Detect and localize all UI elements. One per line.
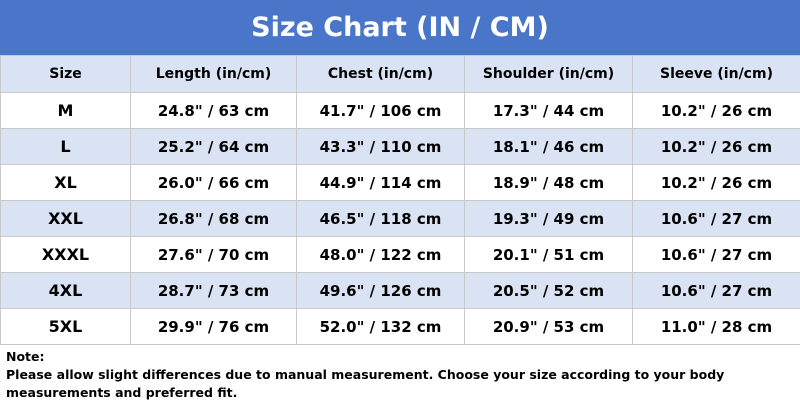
measure-cell: 46.5" / 118 cm <box>297 201 465 237</box>
measure-cell: 49.6" / 126 cm <box>297 273 465 309</box>
measure-cell: 28.7" / 73 cm <box>131 273 297 309</box>
title: Size Chart (IN / CM) <box>251 12 549 43</box>
measure-cell: 19.3" / 49 cm <box>465 201 633 237</box>
column-header: Chest (in/cm) <box>297 56 465 93</box>
measure-cell: 44.9" / 114 cm <box>297 165 465 201</box>
measure-cell: 20.1" / 51 cm <box>465 237 633 273</box>
size-cell: 4XL <box>1 273 131 309</box>
column-header: Length (in/cm) <box>131 56 297 93</box>
measure-cell: 43.3" / 110 cm <box>297 129 465 165</box>
measure-cell: 26.0" / 66 cm <box>131 165 297 201</box>
size-cell: XXXL <box>1 237 131 273</box>
measure-cell: 18.1" / 46 cm <box>465 129 633 165</box>
measure-cell: 26.8" / 68 cm <box>131 201 297 237</box>
measure-cell: 10.6" / 27 cm <box>633 201 800 237</box>
measure-cell: 20.9" / 53 cm <box>465 309 633 345</box>
size-cell: L <box>1 129 131 165</box>
measure-cell: 10.2" / 26 cm <box>633 129 800 165</box>
measure-cell: 29.9" / 76 cm <box>131 309 297 345</box>
measure-cell: 48.0" / 122 cm <box>297 237 465 273</box>
size-cell: M <box>1 93 131 129</box>
measure-cell: 20.5" / 52 cm <box>465 273 633 309</box>
column-header: Shoulder (in/cm) <box>465 56 633 93</box>
size-cell: XXL <box>1 201 131 237</box>
measure-cell: 41.7" / 106 cm <box>297 93 465 129</box>
measure-cell: 10.2" / 26 cm <box>633 93 800 129</box>
note: Note: Please allow slight differences du… <box>0 345 800 405</box>
column-header: Size <box>1 56 131 93</box>
size-cell: XL <box>1 165 131 201</box>
size-cell: 5XL <box>1 309 131 345</box>
measure-cell: 10.6" / 27 cm <box>633 237 800 273</box>
measure-cell: 18.9" / 48 cm <box>465 165 633 201</box>
measure-cell: 52.0" / 132 cm <box>297 309 465 345</box>
measure-cell: 11.0" / 28 cm <box>633 309 800 345</box>
note-text: Please allow slight differences due to m… <box>6 366 794 402</box>
note-label: Note: <box>6 348 794 366</box>
measure-cell: 25.2" / 64 cm <box>131 129 297 165</box>
measure-cell: 10.6" / 27 cm <box>633 273 800 309</box>
column-header: Sleeve (in/cm) <box>633 56 800 93</box>
measure-cell: 27.6" / 70 cm <box>131 237 297 273</box>
measure-cell: 24.8" / 63 cm <box>131 93 297 129</box>
title-bar: Size Chart (IN / CM) <box>0 0 800 55</box>
measure-cell: 17.3" / 44 cm <box>465 93 633 129</box>
measure-cell: 10.2" / 26 cm <box>633 165 800 201</box>
